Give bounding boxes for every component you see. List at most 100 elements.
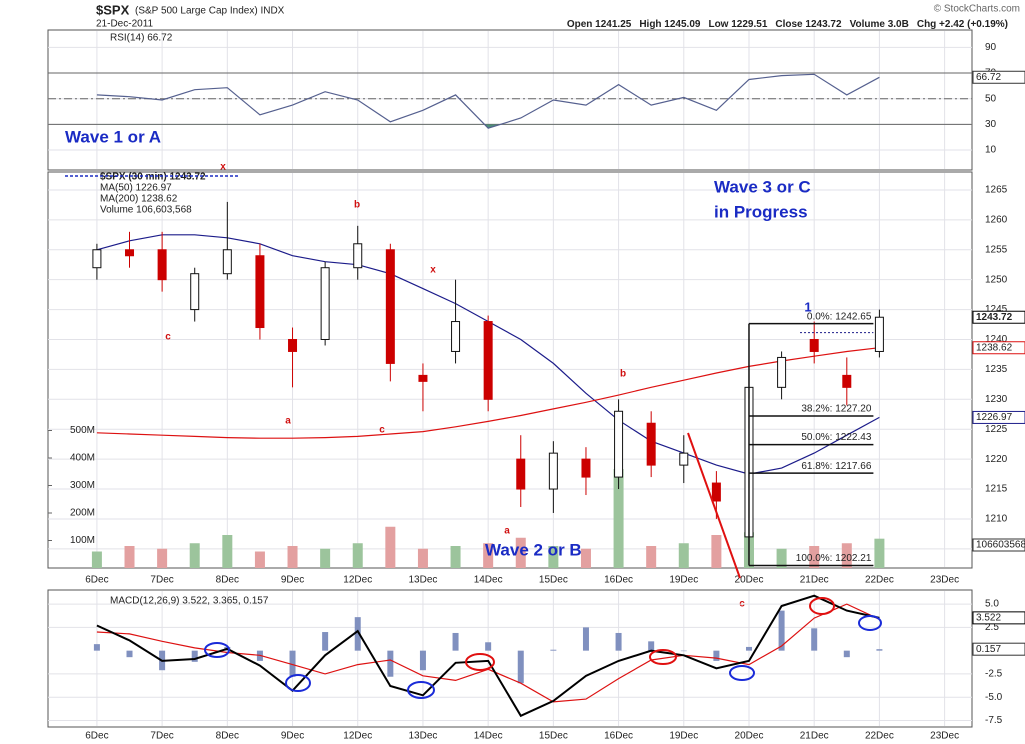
- macd-histogram: [387, 650, 394, 677]
- macd-tick-label: -7.5: [985, 715, 1003, 726]
- x-tick-label: 13Dec: [408, 731, 437, 742]
- quote-item: Chg +2.42 (+0.19%): [917, 19, 1008, 30]
- value-tag: 106603568: [976, 540, 1025, 551]
- wave-letter: a: [504, 526, 510, 537]
- volume-bar: [646, 546, 657, 568]
- wave-line: [687, 432, 741, 579]
- candle-body: [385, 249, 395, 364]
- wave-letter: x: [220, 162, 226, 173]
- macd-histogram: [289, 650, 296, 677]
- wave-label: in Progress: [714, 202, 808, 221]
- x-tick-label: 6Dec: [85, 731, 108, 742]
- volume-bar: [613, 469, 624, 568]
- volume-bar: [385, 526, 396, 568]
- x-tick-label: 13Dec: [408, 575, 437, 586]
- quote-item: Low 1229.51: [708, 19, 767, 30]
- wave-letter: 1: [804, 299, 811, 314]
- wave-letter: a: [285, 416, 291, 427]
- rsi-panel: [47, 29, 973, 171]
- y-tick-label: 1255: [985, 244, 1008, 255]
- y-tick-label: 1245: [985, 304, 1008, 315]
- wave-letter: b: [354, 200, 360, 211]
- candle-body: [157, 249, 167, 281]
- candle-body: [353, 243, 363, 269]
- macd-tick-label: -2.5: [985, 669, 1003, 680]
- value-tag: 0.157: [976, 644, 1001, 655]
- y-tick-label: 1220: [985, 454, 1008, 465]
- volume-bar: [189, 543, 200, 568]
- candle-body: [255, 255, 265, 329]
- candle-body: [548, 452, 558, 490]
- x-tick-label: 19Dec: [669, 731, 698, 742]
- y-tick-label: 1240: [985, 334, 1008, 345]
- volume-bar: [352, 543, 363, 568]
- macd-histogram: [680, 650, 687, 652]
- value-tag: 3.522: [976, 613, 1001, 624]
- macd-macd-line: [96, 594, 880, 718]
- candle-body: [809, 338, 819, 352]
- x-tick-label: 20Dec: [735, 731, 764, 742]
- symbol: $SPX: [96, 2, 130, 17]
- macd-tick-label: 5.0: [985, 599, 999, 610]
- volume-bar: [711, 535, 722, 568]
- chart-layer: 103050709066.726Dec7Dec8Dec9Dec12Dec13De…: [48, 31, 1025, 742]
- x-tick-label: 9Dec: [281, 575, 304, 586]
- volume-bar: [483, 543, 494, 568]
- x-tick-label: 15Dec: [539, 575, 568, 586]
- macd-histogram: [419, 650, 426, 671]
- x-tick-label: 9Dec: [281, 731, 304, 742]
- x-tick-label: 14Dec: [474, 731, 503, 742]
- date: 21-Dec-2011: [96, 19, 154, 30]
- candle-body: [483, 321, 493, 400]
- macd-histogram: [93, 644, 100, 651]
- x-tick-label: 12Dec: [343, 731, 372, 742]
- macd-histogram: [615, 632, 622, 651]
- volume-bar: [417, 548, 428, 568]
- volume-bar: [91, 551, 102, 568]
- y-tick-label: 1235: [985, 364, 1008, 375]
- x-tick-label: 16Dec: [604, 575, 633, 586]
- x-tick-label: 7Dec: [150, 731, 173, 742]
- candle-body: [842, 374, 852, 388]
- volume-tick-label: 500M: [70, 425, 95, 436]
- macd-histogram: [582, 627, 589, 651]
- macd-histogram: [648, 641, 655, 651]
- value-tag-box: [972, 341, 1025, 355]
- x-tick-label: 6Dec: [85, 575, 108, 586]
- wave-letter: b: [620, 369, 626, 380]
- x-tick-label: 21Dec: [800, 575, 829, 586]
- volume-bar: [124, 546, 135, 568]
- wave-label: Wave 2 or B: [485, 540, 582, 559]
- candle-body: [614, 410, 624, 478]
- volume-bar: [287, 546, 298, 568]
- fib-label: 0.0%: 1242.65: [807, 311, 872, 322]
- y-tick-label: 1250: [985, 274, 1008, 285]
- x-tick-label: 8Dec: [216, 575, 239, 586]
- candle-body: [646, 422, 656, 466]
- candle-body: [288, 338, 298, 352]
- y-tick-label: 1265: [985, 185, 1008, 196]
- value-tag: 1226.97: [976, 412, 1013, 423]
- volume-bar: [254, 551, 265, 568]
- candle-body: [190, 273, 200, 311]
- macd-histogram: [778, 610, 785, 651]
- macd-histogram: [126, 650, 133, 658]
- candle-body: [581, 458, 591, 478]
- volume-tick-label: 400M: [70, 453, 95, 464]
- candle-body: [711, 482, 721, 502]
- y-tick-label: 1210: [985, 514, 1008, 525]
- price-panel: [47, 171, 973, 569]
- rsi-tick-label: 10: [985, 145, 997, 156]
- quote-item: High 1245.09: [639, 19, 701, 30]
- wave-label: Wave 3 or C: [714, 177, 811, 196]
- legend-entry: $SPX (30 min) 1243.72: [100, 172, 206, 183]
- value-tag: 1238.62: [976, 342, 1013, 353]
- x-tick-label: 23Dec: [930, 731, 959, 742]
- fib-label: 100.0%: 1202.21: [796, 553, 872, 564]
- macd-histogram: [354, 617, 361, 651]
- volume-tick-label: 300M: [70, 480, 95, 491]
- candle-body: [874, 316, 884, 352]
- quote: Open 1241.25 High 1245.09 Low 1229.51 Close…: [567, 19, 1008, 30]
- macd-legend: MACD(12,26,9) 3.522, 3.365, 0.157: [110, 596, 269, 607]
